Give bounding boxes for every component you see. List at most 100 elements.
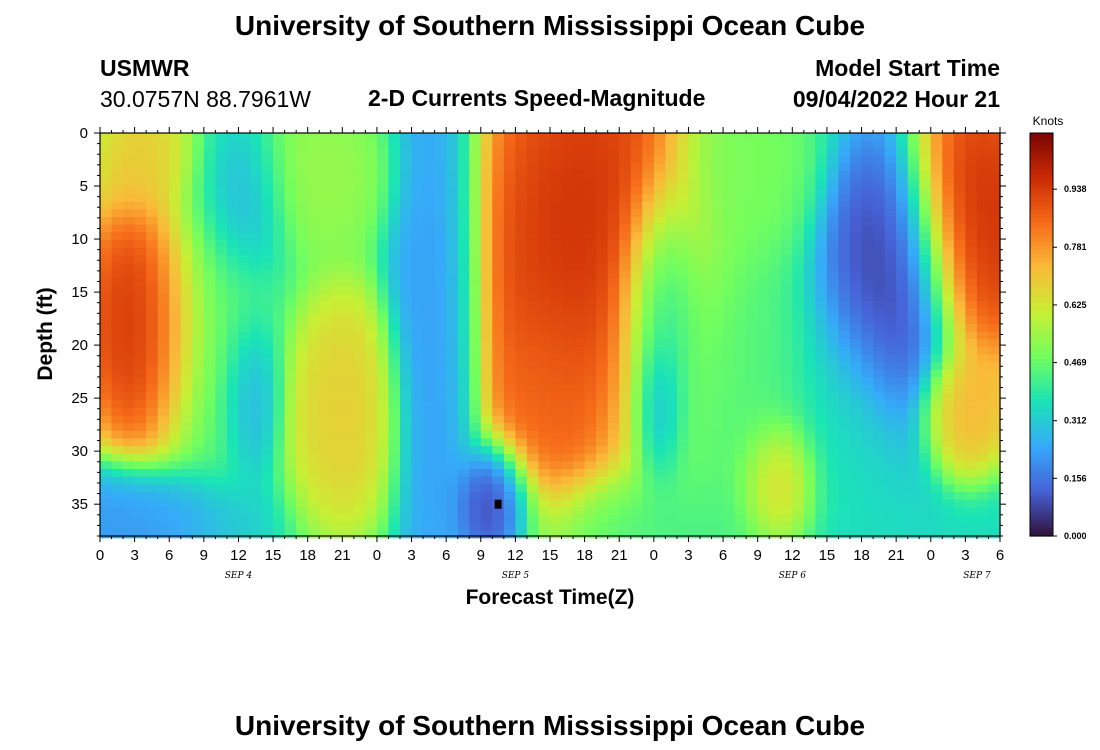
heatmap-cell: [250, 438, 263, 447]
colorbar-segment: [1030, 306, 1053, 311]
heatmap-cell: [307, 522, 320, 531]
x-tick-label: 0: [96, 547, 104, 564]
heatmap-cell: [665, 262, 678, 272]
heatmap-cell: [446, 316, 459, 325]
heatmap-cell: [169, 346, 182, 356]
heatmap-cell: [503, 186, 516, 195]
heatmap-cell: [653, 476, 666, 485]
heatmap-cell: [780, 293, 793, 302]
heatmap-cell: [942, 453, 955, 462]
x-tick-label: 0: [650, 547, 658, 564]
heatmap-cell: [342, 133, 355, 142]
heatmap-cell: [446, 407, 459, 417]
heatmap-cell: [146, 346, 159, 356]
heatmap-cell: [169, 285, 182, 294]
heatmap-cell: [953, 201, 966, 210]
colorbar-segment: [1030, 221, 1053, 227]
heatmap-cell: [676, 369, 690, 378]
heatmap-cell: [850, 178, 863, 188]
heatmap-cell: [746, 278, 759, 287]
heatmap-cell: [515, 415, 528, 424]
heatmap-cell: [896, 148, 909, 157]
heatmap-cell: [723, 300, 736, 310]
heatmap-cell: [169, 392, 182, 401]
heatmap-cell: [700, 354, 713, 363]
heatmap-cell: [226, 530, 240, 539]
heatmap-cell: [134, 384, 147, 394]
heatmap-cell: [180, 484, 193, 493]
heatmap-cell: [169, 530, 182, 539]
heatmap-cell: [342, 148, 355, 157]
colorbar-segment: [1030, 177, 1053, 182]
heatmap-cell: [769, 133, 782, 142]
heatmap-cell: [273, 171, 286, 180]
heatmap-cell: [988, 140, 1001, 149]
heatmap-cell: [561, 507, 574, 516]
heatmap-cell: [411, 331, 424, 340]
heatmap-cell: [134, 224, 147, 233]
heatmap-cell: [446, 499, 459, 508]
heatmap-cell: [480, 507, 493, 516]
heatmap-cell: [653, 392, 666, 401]
heatmap-cell: [469, 270, 482, 279]
heatmap-cell: [711, 369, 724, 378]
heatmap-cell: [723, 468, 736, 478]
heatmap-cell: [123, 430, 136, 440]
heatmap-cell: [907, 278, 920, 287]
heatmap-cell: [226, 316, 240, 325]
heatmap-cell: [561, 171, 574, 180]
heatmap-cell: [653, 446, 666, 455]
heatmap-cell: [226, 423, 240, 432]
heatmap-cell: [757, 430, 770, 440]
heatmap-cell: [169, 514, 182, 524]
heatmap-cell: [307, 507, 320, 516]
heatmap-cell: [319, 430, 332, 440]
heatmap-cell: [123, 216, 136, 226]
heatmap-cell: [838, 453, 851, 462]
heatmap-cell: [884, 285, 897, 294]
heatmap-cell: [319, 285, 332, 294]
heatmap-cell: [619, 339, 632, 348]
heatmap-cell: [596, 300, 609, 310]
heatmap-cell: [665, 468, 678, 478]
heatmap-cell: [365, 522, 378, 531]
heatmap-cell: [342, 514, 355, 524]
heatmap-cell: [746, 507, 759, 516]
heatmap-cell: [826, 140, 840, 149]
heatmap-cell: [573, 209, 586, 218]
heatmap-cell: [457, 468, 470, 478]
heatmap-cell: [815, 300, 828, 310]
heatmap-cell: [757, 186, 770, 195]
x-tick-label: 12: [784, 547, 801, 564]
heatmap-cell: [400, 316, 413, 325]
heatmap-cell: [942, 270, 955, 279]
heatmap-cell: [296, 362, 309, 371]
heatmap-cell: [503, 438, 516, 447]
heatmap-cell: [965, 331, 978, 340]
heatmap-cell: [596, 255, 609, 264]
heatmap-cell: [492, 468, 505, 478]
heatmap-cell: [803, 247, 816, 256]
heatmap-cell: [965, 308, 978, 317]
heatmap-cell: [792, 453, 805, 462]
heatmap-cell: [630, 270, 643, 279]
heatmap-cell: [134, 407, 147, 417]
heatmap-cell: [319, 392, 332, 401]
heatmap-cell: [630, 476, 643, 485]
heatmap-cell: [584, 178, 597, 188]
heatmap-cell: [480, 201, 493, 210]
heatmap-cell: [238, 507, 251, 516]
heatmap-cell: [192, 293, 205, 302]
heatmap-cell: [273, 232, 286, 241]
heatmap-cell: [180, 430, 193, 440]
heatmap-cell: [192, 499, 205, 508]
heatmap-cell: [388, 148, 401, 157]
heatmap-cell: [342, 400, 355, 409]
heatmap-cell: [953, 140, 966, 149]
heatmap-cell: [411, 171, 424, 180]
heatmap-cell: [930, 461, 943, 470]
heatmap-cell: [515, 461, 528, 470]
heatmap-cell: [157, 224, 170, 233]
heatmap-cell: [330, 262, 343, 272]
heatmap-cell: [584, 232, 597, 241]
